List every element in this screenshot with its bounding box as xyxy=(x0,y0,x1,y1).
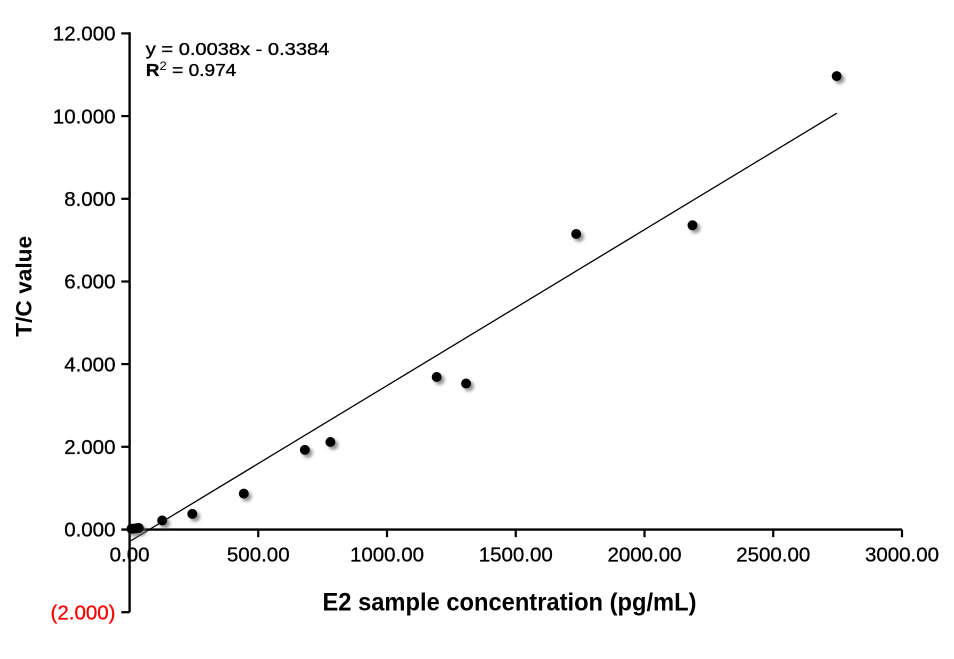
svg-text:y = 0.0038x - 0.3384: y = 0.0038x - 0.3384 xyxy=(146,39,330,59)
svg-text:E2 sample concentration (pg/mL: E2 sample concentration (pg/mL) xyxy=(323,588,697,616)
svg-text:R2 = 0.974: R2 = 0.974 xyxy=(146,59,237,80)
svg-text:4.000: 4.000 xyxy=(64,353,115,376)
svg-text:10.000: 10.000 xyxy=(53,105,116,128)
svg-text:0.000: 0.000 xyxy=(64,519,115,542)
svg-text:500.00: 500.00 xyxy=(227,544,290,567)
svg-text:12.000: 12.000 xyxy=(53,23,116,46)
svg-text:3000.00: 3000.00 xyxy=(865,544,939,567)
svg-text:T/C value: T/C value xyxy=(12,236,37,337)
svg-text:1000.00: 1000.00 xyxy=(350,544,424,567)
svg-text:6.000: 6.000 xyxy=(64,271,115,294)
svg-text:8.000: 8.000 xyxy=(64,188,115,211)
svg-text:2.000: 2.000 xyxy=(64,436,115,459)
svg-text:2500.00: 2500.00 xyxy=(736,544,810,567)
svg-text:2000.00: 2000.00 xyxy=(607,544,681,567)
svg-text:1500.00: 1500.00 xyxy=(479,544,553,567)
svg-text:(2.000): (2.000) xyxy=(51,601,116,624)
svg-text:0.00: 0.00 xyxy=(110,544,150,567)
